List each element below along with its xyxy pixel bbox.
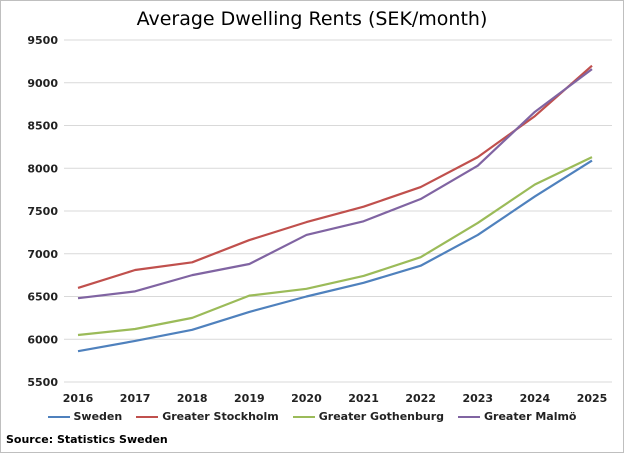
y-tick-label: 7500 bbox=[27, 205, 58, 218]
legend-item: Sweden bbox=[47, 410, 123, 423]
y-tick-label: 9500 bbox=[27, 34, 58, 47]
legend-swatch bbox=[458, 415, 481, 418]
x-tick-label: 2024 bbox=[520, 392, 551, 405]
legend-item: Greater Gothenburg bbox=[292, 410, 445, 423]
legend-label: Sweden bbox=[73, 410, 123, 423]
y-tick-label: 5500 bbox=[27, 376, 58, 389]
y-tick-label: 8000 bbox=[27, 162, 58, 175]
legend-label: Greater Gothenburg bbox=[318, 410, 445, 423]
legend-swatch bbox=[136, 415, 159, 418]
y-tick-label: 6000 bbox=[27, 333, 58, 346]
series-line-greater-stockholm bbox=[77, 64, 593, 289]
x-tick-label: 2023 bbox=[462, 392, 493, 405]
x-tick-label: 2021 bbox=[348, 392, 379, 405]
x-tick-label: 2016 bbox=[63, 392, 94, 405]
y-tick-label: 6500 bbox=[27, 291, 58, 304]
x-tick-label: 2022 bbox=[405, 392, 436, 405]
series-line-greater-gothenburg bbox=[77, 156, 593, 337]
series-lines bbox=[77, 64, 593, 353]
x-axis-ticks: 2016 2017 2018 2019 2020 2021 2022 2023 2024 2025 bbox=[63, 392, 608, 405]
y-tick-label: 9000 bbox=[27, 77, 58, 90]
y-tick-label: 7000 bbox=[27, 248, 58, 261]
grid-lines bbox=[64, 39, 612, 383]
legend: Sweden Greater Stockholm Greater Gothenbur… bbox=[0, 410, 624, 423]
y-tick-label: 8500 bbox=[27, 120, 58, 133]
legend-label: Greater Stockholm bbox=[162, 410, 279, 423]
legend-swatch bbox=[292, 415, 315, 418]
legend-swatch bbox=[47, 415, 70, 418]
x-tick-label: 2025 bbox=[577, 392, 608, 405]
x-tick-label: 2017 bbox=[120, 392, 151, 405]
series-line-sweden bbox=[77, 159, 593, 353]
x-tick-label: 2019 bbox=[234, 392, 265, 405]
x-tick-label: 2020 bbox=[291, 392, 322, 405]
source-note: Source: Statistics Sweden bbox=[6, 433, 168, 446]
x-tick-label: 2018 bbox=[177, 392, 208, 405]
legend-label: Greater Malmö bbox=[484, 410, 577, 423]
legend-item: Greater Stockholm bbox=[136, 410, 279, 423]
chart-title: Average Dwelling Rents (SEK/month) bbox=[136, 8, 488, 30]
legend-item: Greater Malmö bbox=[458, 410, 576, 423]
y-axis-ticks: 5500 6000 6500 7000 7500 8000 8500 9000 9500 bbox=[27, 34, 58, 389]
series-line-greater-malm bbox=[77, 68, 593, 300]
